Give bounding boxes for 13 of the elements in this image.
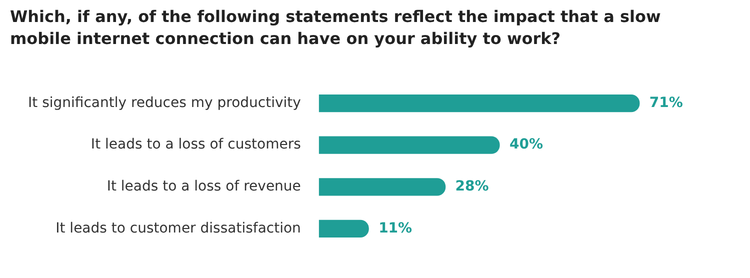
y-tick-label: It leads to a loss of revenue bbox=[106, 178, 301, 195]
y-tick-label: It leads to customer dissatisfaction bbox=[56, 220, 301, 236]
bar bbox=[318, 220, 369, 238]
data-label: 40% bbox=[509, 136, 543, 153]
bar bbox=[318, 94, 640, 112]
y-tick-label: It leads to a loss of customers bbox=[90, 136, 301, 153]
y-tick-label: It significantly reduces my productivity bbox=[28, 94, 301, 111]
chart-title: Which, if any, of the following statements reflect the impact that a slow mobile internet connection can have on your ability to work? bbox=[9, 6, 662, 50]
data-label: 28% bbox=[455, 178, 489, 195]
bar bbox=[318, 136, 500, 154]
data-label: 71% bbox=[649, 94, 683, 111]
data-label: 11% bbox=[378, 220, 412, 236]
bar bbox=[318, 178, 446, 196]
